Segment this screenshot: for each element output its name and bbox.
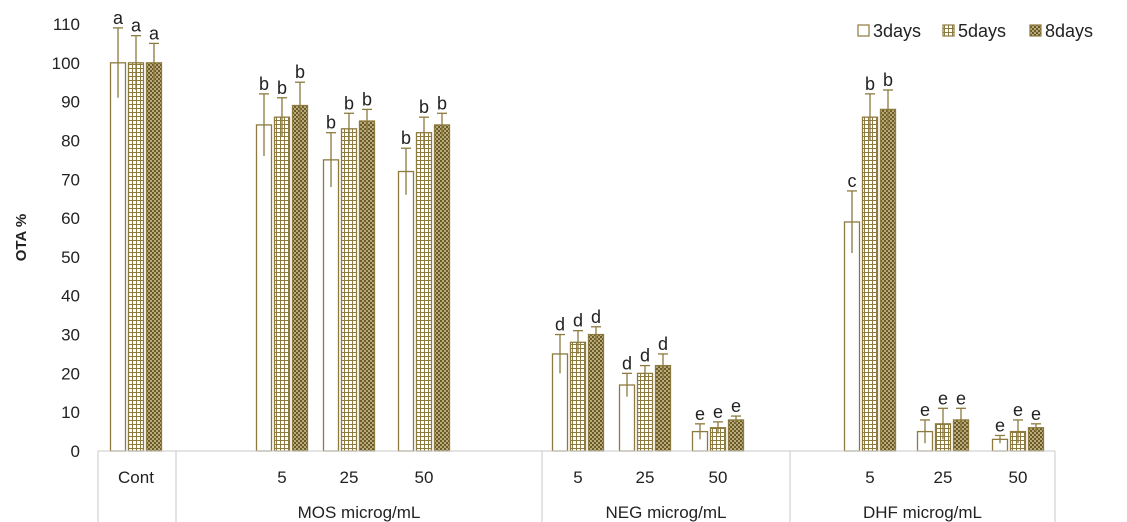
x-tick-label: 50: [415, 468, 434, 487]
significance-letter: a: [113, 8, 124, 28]
significance-letter: b: [437, 93, 447, 113]
legend-swatch-8days: [1029, 24, 1042, 37]
x-group-label: MOS microg/mL: [298, 503, 421, 522]
x-group-label: NEG microg/mL: [606, 503, 727, 522]
x-tick-label: Cont: [118, 468, 154, 487]
significance-letter: b: [326, 113, 336, 133]
y-tick-label: 30: [61, 326, 80, 345]
significance-letter: b: [401, 128, 411, 148]
y-tick-label: 100: [52, 54, 80, 73]
legend-swatch-3days: [857, 24, 870, 37]
bar-3days: [843, 221, 861, 452]
bar-3days: [397, 170, 415, 452]
significance-letter: c: [848, 171, 857, 191]
significance-letter: b: [259, 74, 269, 94]
bar-3days: [255, 124, 273, 452]
bar-8days: [145, 62, 163, 452]
x-tick-label: 25: [340, 468, 359, 487]
bar-5days: [415, 132, 433, 452]
significance-letter: d: [622, 353, 632, 373]
y-tick-label: 110: [53, 15, 80, 34]
y-tick-label: 60: [61, 209, 80, 228]
significance-letter: e: [695, 404, 705, 424]
y-tick-label: 90: [61, 93, 80, 112]
bar-5days: [861, 116, 879, 452]
bar-3days: [109, 62, 127, 452]
significance-letter: e: [1031, 404, 1041, 424]
y-tick-label: 0: [71, 442, 80, 461]
y-axis-ticks: 0 10 20 30 40 50 60 70 80 90 100 110: [52, 15, 80, 461]
x-tick-label: 25: [636, 468, 655, 487]
y-tick-label: 20: [61, 364, 80, 383]
bar-8days: [433, 124, 451, 452]
significance-letter: e: [938, 388, 948, 408]
bar-5days: [569, 341, 587, 452]
y-axis-label: OTA %: [13, 214, 30, 262]
bar-8days: [587, 333, 605, 452]
bar-5days: [127, 62, 145, 452]
bar-3days: [322, 159, 340, 452]
significance-letter: b: [865, 74, 875, 94]
x-group-label: DHF microg/mL: [863, 503, 982, 522]
significance-letter: d: [555, 315, 565, 335]
significance-letter: d: [658, 334, 668, 354]
legend-label: 3days: [873, 21, 921, 41]
significance-letter: b: [362, 89, 372, 109]
significance-letter: d: [591, 307, 601, 327]
legend-label: 8days: [1045, 21, 1093, 41]
significance-letter: e: [1013, 400, 1023, 420]
y-tick-label: 50: [61, 248, 80, 267]
x-tick-label: 5: [573, 468, 582, 487]
x-tick-label: 25: [934, 468, 953, 487]
y-tick-label: 10: [61, 403, 80, 422]
x-tick-label: 5: [277, 468, 286, 487]
significance-letter: d: [640, 346, 650, 366]
significance-letter: a: [131, 16, 142, 36]
x-tick-label: 5: [865, 468, 874, 487]
significance-letter: e: [995, 415, 1005, 435]
x-axis-layer: Cont 5 25 50 MOS microg/mL 5 25 50 NEG microg/mL…: [97, 450, 1056, 522]
bar-8days: [358, 120, 376, 452]
significance-letter: e: [731, 396, 741, 416]
significance-letter: e: [920, 400, 930, 420]
significance-letter: b: [277, 78, 287, 98]
x-tick-label: 50: [709, 468, 728, 487]
bar-8days: [654, 364, 672, 452]
legend-swatch-5days: [942, 24, 955, 37]
significance-letter: b: [419, 97, 429, 117]
bar-5days: [340, 128, 358, 452]
significance-letter: e: [956, 388, 966, 408]
bar-8days: [291, 104, 309, 452]
significance-letter: b: [344, 93, 354, 113]
bar-5days: [636, 372, 654, 452]
significance-letter: e: [713, 402, 723, 422]
legend-label: 5days: [958, 21, 1006, 41]
significance-letter: b: [295, 62, 305, 82]
significance-letter: b: [883, 70, 893, 90]
bar-5days: [273, 116, 291, 452]
y-tick-label: 80: [61, 131, 80, 150]
significance-letter: a: [149, 23, 160, 43]
bar-8days: [879, 108, 897, 452]
x-tick-label: 50: [1009, 468, 1028, 487]
legend: 3days 5days 8days: [857, 21, 1093, 41]
y-tick-label: 70: [61, 170, 80, 189]
significance-letter: d: [573, 311, 583, 331]
y-tick-label: 40: [61, 287, 80, 306]
bar-8days: [727, 419, 745, 452]
